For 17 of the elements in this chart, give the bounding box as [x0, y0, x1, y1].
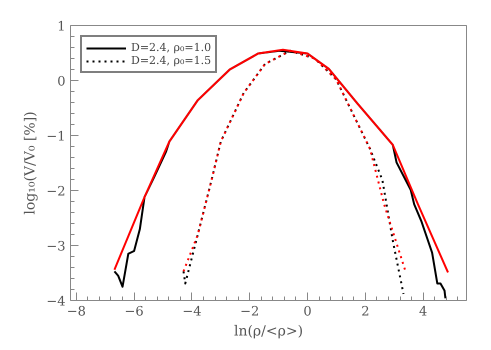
y-axis-title: log₁₀(V/V₀ [%]): [22, 111, 38, 215]
y-tick-label: −2: [46, 184, 66, 200]
y-tick-label: 0: [57, 74, 66, 90]
x-tick-label: −6: [124, 304, 144, 320]
y-tick-label: −1: [46, 130, 66, 144]
x-tick-label: −4: [182, 304, 202, 320]
x-axis-title: ln(ρ/<ρ>): [234, 324, 304, 340]
y-tick-label: 1: [57, 20, 66, 34]
x-tick-label: 4: [419, 304, 428, 320]
x-tick-label: −2: [240, 304, 260, 320]
legend-label: D=2.4, ρ₀=1.5: [131, 54, 212, 67]
y-tick-label: −3: [46, 240, 66, 254]
legend-label: D=2.4, ρ₀=1.0: [131, 41, 212, 54]
y-tick-label: −4: [46, 294, 66, 310]
x-tick-label: 0: [303, 304, 312, 320]
x-tick-label: 2: [361, 304, 370, 320]
x-tick-label: −8: [66, 304, 86, 320]
